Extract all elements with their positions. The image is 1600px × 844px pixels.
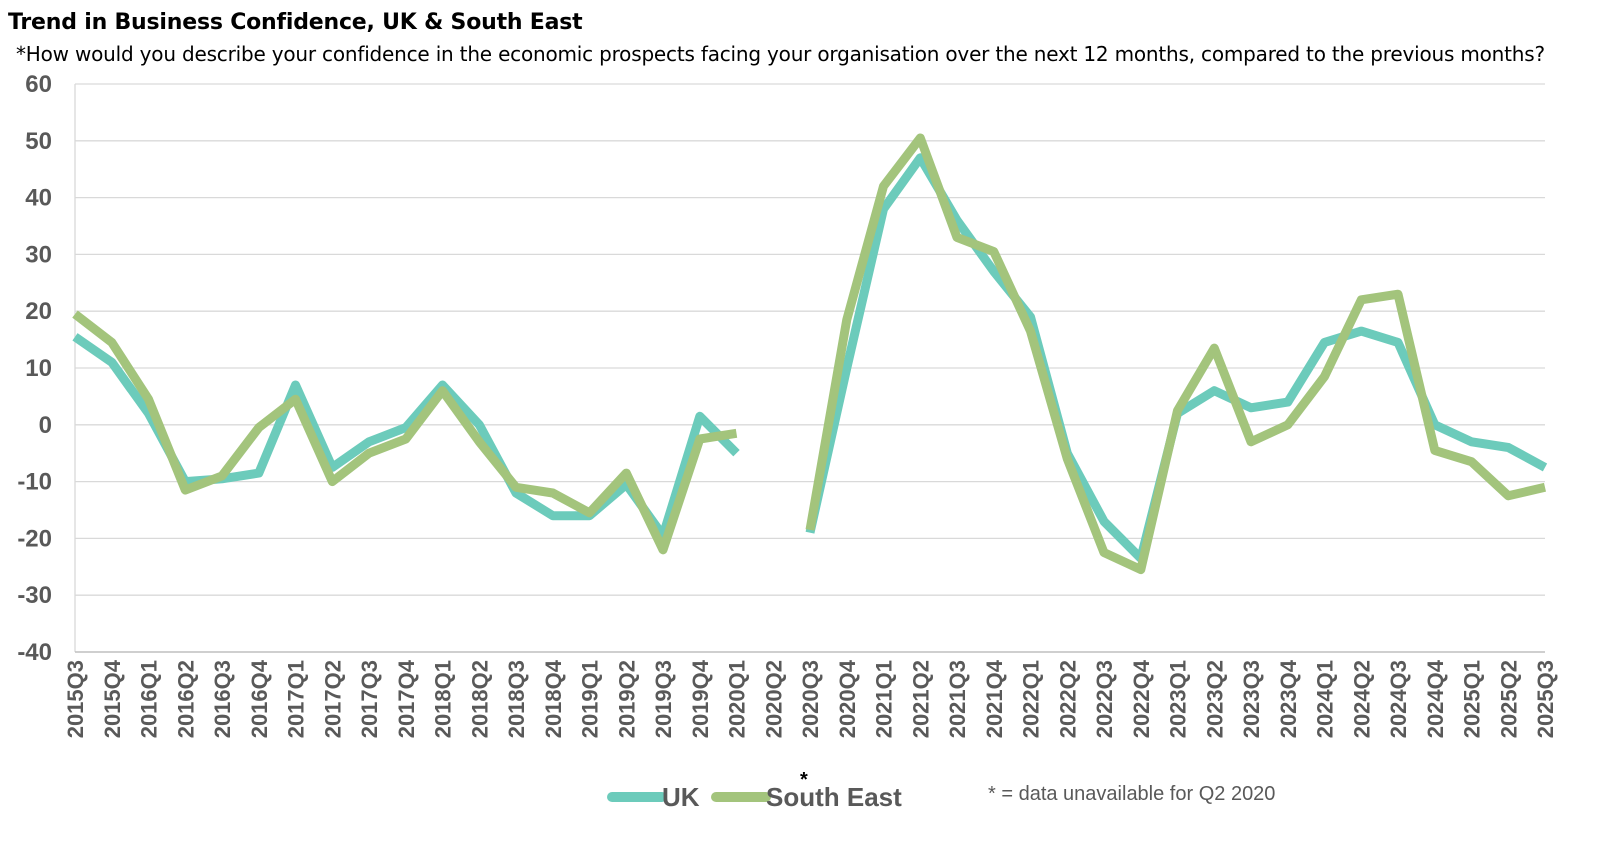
x-tick-label: 2021Q3 xyxy=(945,660,970,738)
x-tick-label: 2017Q2 xyxy=(320,660,345,738)
x-tick-label: 2025Q1 xyxy=(1460,660,1485,738)
x-tick-label: 2020Q3 xyxy=(798,660,823,738)
x-tick-label: 2019Q2 xyxy=(614,660,639,738)
x-tick-label: 2015Q4 xyxy=(100,659,125,738)
x-tick-label: 2017Q3 xyxy=(357,660,382,738)
y-tick-label: 60 xyxy=(25,71,52,98)
x-tick-label: 2024Q4 xyxy=(1423,659,1448,738)
x-tick-label: 2024Q1 xyxy=(1313,660,1338,738)
x-tick-label: 2016Q2 xyxy=(173,660,198,738)
x-tick-label: 2023Q2 xyxy=(1202,660,1227,738)
x-tick-label: 2020Q4 xyxy=(835,659,860,738)
y-tick-label: 40 xyxy=(25,185,52,212)
legend-label: UK xyxy=(662,782,700,812)
x-tick-label: 2022Q2 xyxy=(1055,660,1080,738)
series-line-south-east xyxy=(72,133,1547,575)
x-tick-label: 2018Q2 xyxy=(467,660,492,738)
x-tick-label: 2023Q3 xyxy=(1239,660,1264,738)
x-tick-label: 2017Q4 xyxy=(394,659,419,738)
x-tick-label: 2018Q4 xyxy=(541,659,566,738)
x-tick-label: 2022Q4 xyxy=(1129,659,1154,738)
data-note: * = data unavailable for Q2 2020 xyxy=(988,783,1275,805)
x-tick-label: 2021Q4 xyxy=(982,659,1007,738)
x-tick-label: 2017Q1 xyxy=(284,660,309,738)
x-tick-label: 2021Q1 xyxy=(872,660,897,738)
chart-title: Trend in Business Confidence, UK & South… xyxy=(8,10,583,35)
y-tick-label: -20 xyxy=(17,525,52,552)
x-tick-label: 2020Q2 xyxy=(761,660,786,738)
gridlines xyxy=(75,83,1545,596)
x-tick-label: 2024Q3 xyxy=(1386,660,1411,738)
x-tick-label: 2016Q1 xyxy=(137,660,162,738)
x-tick-label: 2019Q1 xyxy=(578,660,603,738)
x-tick-label: 2019Q3 xyxy=(651,660,676,738)
series-lines xyxy=(72,133,1548,575)
series-line-uk xyxy=(72,153,1548,563)
x-tick-label: 2020Q1 xyxy=(725,660,750,738)
y-tick-label: -30 xyxy=(17,582,52,609)
x-tick-label: 2016Q3 xyxy=(210,660,235,738)
y-tick-label: -10 xyxy=(17,469,52,496)
legend-label: South East xyxy=(766,782,902,812)
y-tick-label: 0 xyxy=(39,412,52,439)
axes xyxy=(74,84,1545,653)
y-tick-label: 20 xyxy=(25,298,52,325)
y-tick-label: 50 xyxy=(25,128,52,155)
x-tick-label: 2022Q1 xyxy=(1019,660,1044,738)
x-tick-label: 2021Q2 xyxy=(908,660,933,738)
x-tick-label: 2016Q4 xyxy=(247,659,272,738)
y-tick-label: -40 xyxy=(17,639,52,666)
x-axis-ticks: 2015Q3 2015Q4 2016Q1 2016Q2 2016Q3 2016Q4 2017… xyxy=(63,659,1558,738)
y-tick-label: 10 xyxy=(25,355,52,382)
x-tick-label: 2025Q3 xyxy=(1533,660,1558,738)
x-tick-label: 2015Q3 xyxy=(63,660,88,738)
x-tick-label: 2023Q4 xyxy=(1276,659,1301,738)
x-tick-label: 2018Q1 xyxy=(431,660,456,738)
x-tick-label: 2018Q3 xyxy=(504,660,529,738)
chart-subtitle: *How would you describe your confidence … xyxy=(16,42,1545,66)
y-tick-label: 30 xyxy=(25,241,52,268)
legend: UK South East xyxy=(607,782,902,812)
x-tick-label: 2022Q3 xyxy=(1092,660,1117,738)
x-tick-label: 2024Q2 xyxy=(1349,660,1374,738)
x-tick-label: 2023Q1 xyxy=(1166,660,1191,738)
y-axis-ticks: 60 50 40 30 20 10 0 -10 -20 -30 -40 xyxy=(17,71,52,666)
gap-marker: * xyxy=(800,769,808,791)
x-tick-label: 2019Q4 xyxy=(688,659,713,738)
x-tick-label: 2025Q2 xyxy=(1496,660,1521,738)
